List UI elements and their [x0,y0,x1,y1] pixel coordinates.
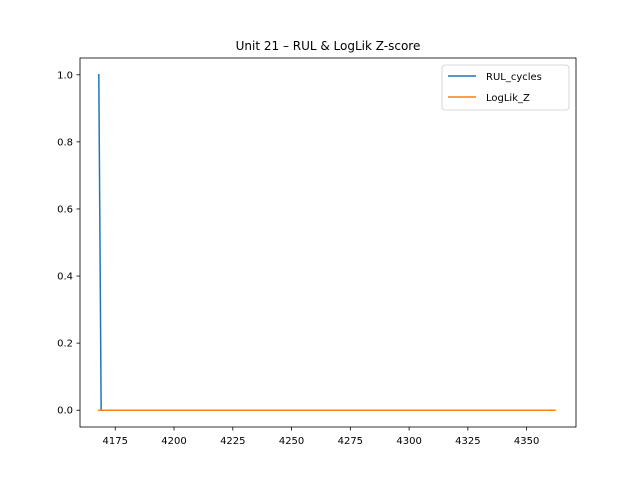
x-tick-label: 4225 [220,436,245,447]
y-tick-label: 0.6 [57,204,73,215]
x-tick-label: 4350 [514,436,539,447]
legend: RUL_cycles LogLik_Z [441,64,570,111]
x-tick-label: 4250 [279,436,304,447]
x-tick-label: 4275 [338,436,363,447]
y-tick-label: 1.0 [57,70,73,81]
x-axis: 4175 4200 4225 4250 4275 4300 4325 4350 [103,427,539,447]
series-line-rul-cycles [98,74,556,411]
plot-lines [98,74,556,411]
x-tick-label: 4175 [103,436,128,447]
y-tick-label: 0.2 [57,339,73,350]
legend-label: RUL_cycles [486,72,542,83]
plot-frame [79,57,577,428]
y-tick-label: 0.4 [57,272,73,283]
x-tick-label: 4200 [161,436,186,447]
chart-title: Unit 21 – RUL & LogLik Z-score [236,39,421,53]
y-axis: 0.0 0.2 0.4 0.6 0.8 1.0 [57,70,80,417]
y-tick-label: 0.0 [57,406,73,417]
y-tick-label: 0.8 [57,137,73,148]
legend-label: LogLik_Z [486,93,530,104]
x-tick-label: 4325 [455,436,480,447]
x-tick-label: 4300 [396,436,421,447]
